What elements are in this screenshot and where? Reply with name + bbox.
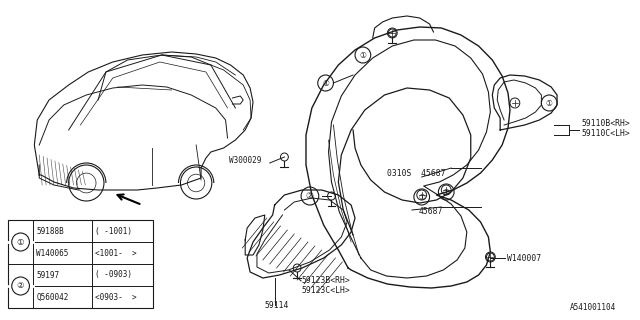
Text: Q560042: Q560042 bbox=[36, 292, 68, 301]
Text: 59114: 59114 bbox=[265, 301, 289, 310]
Text: ①: ① bbox=[17, 237, 24, 246]
Text: ②: ② bbox=[306, 191, 314, 201]
Text: ①: ① bbox=[322, 78, 329, 87]
Text: A541001104: A541001104 bbox=[570, 303, 616, 312]
Text: 59110C<LH>: 59110C<LH> bbox=[582, 129, 630, 138]
Text: ( -1001): ( -1001) bbox=[95, 227, 132, 236]
Text: 45687: 45687 bbox=[419, 207, 443, 216]
Text: ①: ① bbox=[443, 188, 450, 196]
Text: W140065: W140065 bbox=[36, 249, 68, 258]
Text: 0310S  45687: 0310S 45687 bbox=[387, 169, 446, 178]
Text: ②: ② bbox=[17, 282, 24, 291]
Text: <0903-  >: <0903- > bbox=[95, 292, 137, 301]
Text: <1001-  >: <1001- > bbox=[95, 249, 137, 258]
Text: W300029: W300029 bbox=[228, 156, 261, 165]
Text: 59123B<RH>: 59123B<RH> bbox=[301, 276, 350, 285]
Text: W140007: W140007 bbox=[507, 254, 541, 263]
Text: ①: ① bbox=[419, 193, 425, 202]
Text: 59197: 59197 bbox=[36, 270, 60, 279]
Text: 59110B<RH>: 59110B<RH> bbox=[582, 119, 630, 128]
Text: ①: ① bbox=[360, 51, 366, 60]
Text: 59188B: 59188B bbox=[36, 227, 64, 236]
Bar bbox=[8, 220, 153, 308]
Text: ( -0903): ( -0903) bbox=[95, 270, 132, 279]
Text: 59123C<LH>: 59123C<LH> bbox=[301, 286, 350, 295]
Text: ①: ① bbox=[546, 99, 553, 108]
